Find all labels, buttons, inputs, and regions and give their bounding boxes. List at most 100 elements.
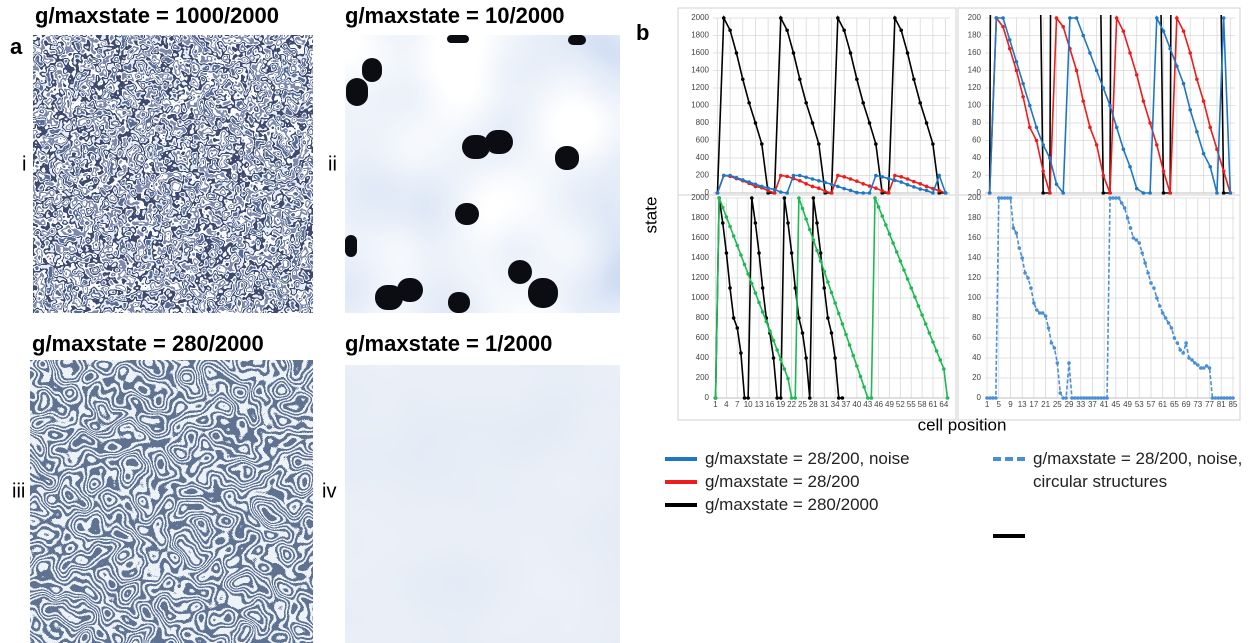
data-point bbox=[1111, 196, 1115, 200]
data-point bbox=[886, 176, 891, 181]
data-point bbox=[1041, 143, 1045, 147]
data-point bbox=[779, 190, 783, 194]
data-point bbox=[826, 280, 830, 284]
data-point bbox=[747, 180, 751, 184]
panel-title: g/maxstate = 280/2000 bbox=[32, 331, 264, 356]
data-point bbox=[985, 396, 989, 400]
data-point bbox=[874, 142, 878, 146]
data-point bbox=[715, 191, 720, 195]
data-point bbox=[836, 184, 840, 189]
data-point bbox=[810, 184, 815, 189]
data-point bbox=[785, 191, 789, 195]
data-point bbox=[742, 396, 747, 400]
data-point bbox=[942, 367, 946, 371]
data-point bbox=[855, 179, 859, 183]
data-point bbox=[842, 186, 846, 191]
data-point bbox=[1172, 336, 1177, 340]
data-point bbox=[840, 396, 845, 400]
data-point bbox=[848, 177, 853, 181]
data-point bbox=[1119, 201, 1124, 205]
data-point bbox=[1228, 396, 1232, 400]
y-tick-label: 200 bbox=[968, 13, 982, 22]
data-point bbox=[1208, 125, 1213, 130]
data-point bbox=[717, 196, 721, 200]
panel-numeral: ii bbox=[328, 153, 337, 175]
x-tick-label: 21 bbox=[1041, 400, 1050, 409]
data-point bbox=[1228, 191, 1233, 195]
x-tick-label: 45 bbox=[1111, 400, 1120, 409]
data-point bbox=[1216, 396, 1221, 400]
y-tick-label: 140 bbox=[968, 66, 982, 75]
data-point bbox=[1175, 341, 1180, 345]
y-tick-label: 600 bbox=[696, 136, 710, 145]
panel-title: g/maxstate = 1000/2000 bbox=[35, 3, 279, 28]
data-point bbox=[1114, 196, 1118, 200]
data-point bbox=[753, 182, 758, 187]
data-point bbox=[1073, 396, 1077, 400]
data-point bbox=[1148, 191, 1152, 195]
data-point bbox=[786, 221, 790, 225]
x-tick-label: 22 bbox=[787, 400, 796, 409]
data-point bbox=[923, 322, 928, 326]
data-point bbox=[1141, 99, 1146, 103]
data-point bbox=[772, 187, 777, 192]
data-point bbox=[1094, 143, 1099, 147]
x-tick-label: 31 bbox=[820, 400, 829, 409]
data-point bbox=[1204, 364, 1209, 368]
data-point bbox=[1088, 125, 1092, 130]
x-tick-label: 58 bbox=[918, 400, 927, 409]
data-point bbox=[823, 180, 827, 185]
data-point bbox=[844, 332, 848, 337]
data-point bbox=[817, 178, 821, 183]
data-point bbox=[1096, 396, 1101, 400]
y-tick-label: 20 bbox=[972, 373, 981, 382]
data-point bbox=[779, 16, 783, 20]
data-point bbox=[735, 326, 740, 330]
data-point bbox=[1043, 314, 1048, 318]
series-group bbox=[987, 15, 1233, 196]
data-point bbox=[916, 304, 921, 308]
data-point bbox=[880, 214, 885, 218]
data-point bbox=[867, 184, 872, 188]
data-point bbox=[811, 196, 816, 200]
data-point bbox=[1101, 191, 1106, 195]
data-point bbox=[807, 227, 812, 232]
data-point bbox=[1068, 16, 1072, 20]
data-point bbox=[842, 28, 846, 33]
x-tick-label: 49 bbox=[1123, 400, 1132, 409]
data-point bbox=[789, 396, 794, 400]
data-point bbox=[779, 173, 783, 178]
data-point bbox=[1034, 138, 1039, 143]
data-point bbox=[721, 16, 726, 20]
data-point bbox=[1027, 103, 1032, 108]
data-point bbox=[862, 385, 866, 389]
data-point bbox=[1040, 311, 1045, 315]
data-point bbox=[1108, 103, 1112, 108]
data-point bbox=[1201, 99, 1206, 103]
y-tick-label: 100 bbox=[968, 293, 982, 302]
data-point bbox=[1108, 196, 1112, 200]
data-point bbox=[734, 51, 739, 55]
data-point bbox=[861, 182, 865, 186]
data-point bbox=[943, 191, 948, 195]
data-point bbox=[893, 178, 897, 183]
y-tick-label: 1200 bbox=[691, 273, 709, 282]
data-point bbox=[1208, 164, 1213, 169]
data-point bbox=[826, 316, 830, 320]
data-point bbox=[818, 259, 823, 263]
data-point bbox=[1058, 391, 1063, 395]
data-point bbox=[1034, 125, 1039, 130]
data-point bbox=[937, 189, 942, 193]
data-point bbox=[848, 188, 853, 193]
y-tick-label: 800 bbox=[696, 313, 710, 322]
legend-label: g/maxstate = 28/200 bbox=[705, 472, 860, 491]
data-point bbox=[757, 300, 761, 305]
x-tick-label: 19 bbox=[776, 400, 785, 409]
data-point bbox=[1160, 311, 1165, 315]
data-point bbox=[817, 186, 821, 190]
panel-label: a bbox=[10, 34, 23, 59]
data-point bbox=[766, 189, 770, 193]
data-point bbox=[1037, 311, 1042, 315]
data-point bbox=[1014, 231, 1019, 235]
